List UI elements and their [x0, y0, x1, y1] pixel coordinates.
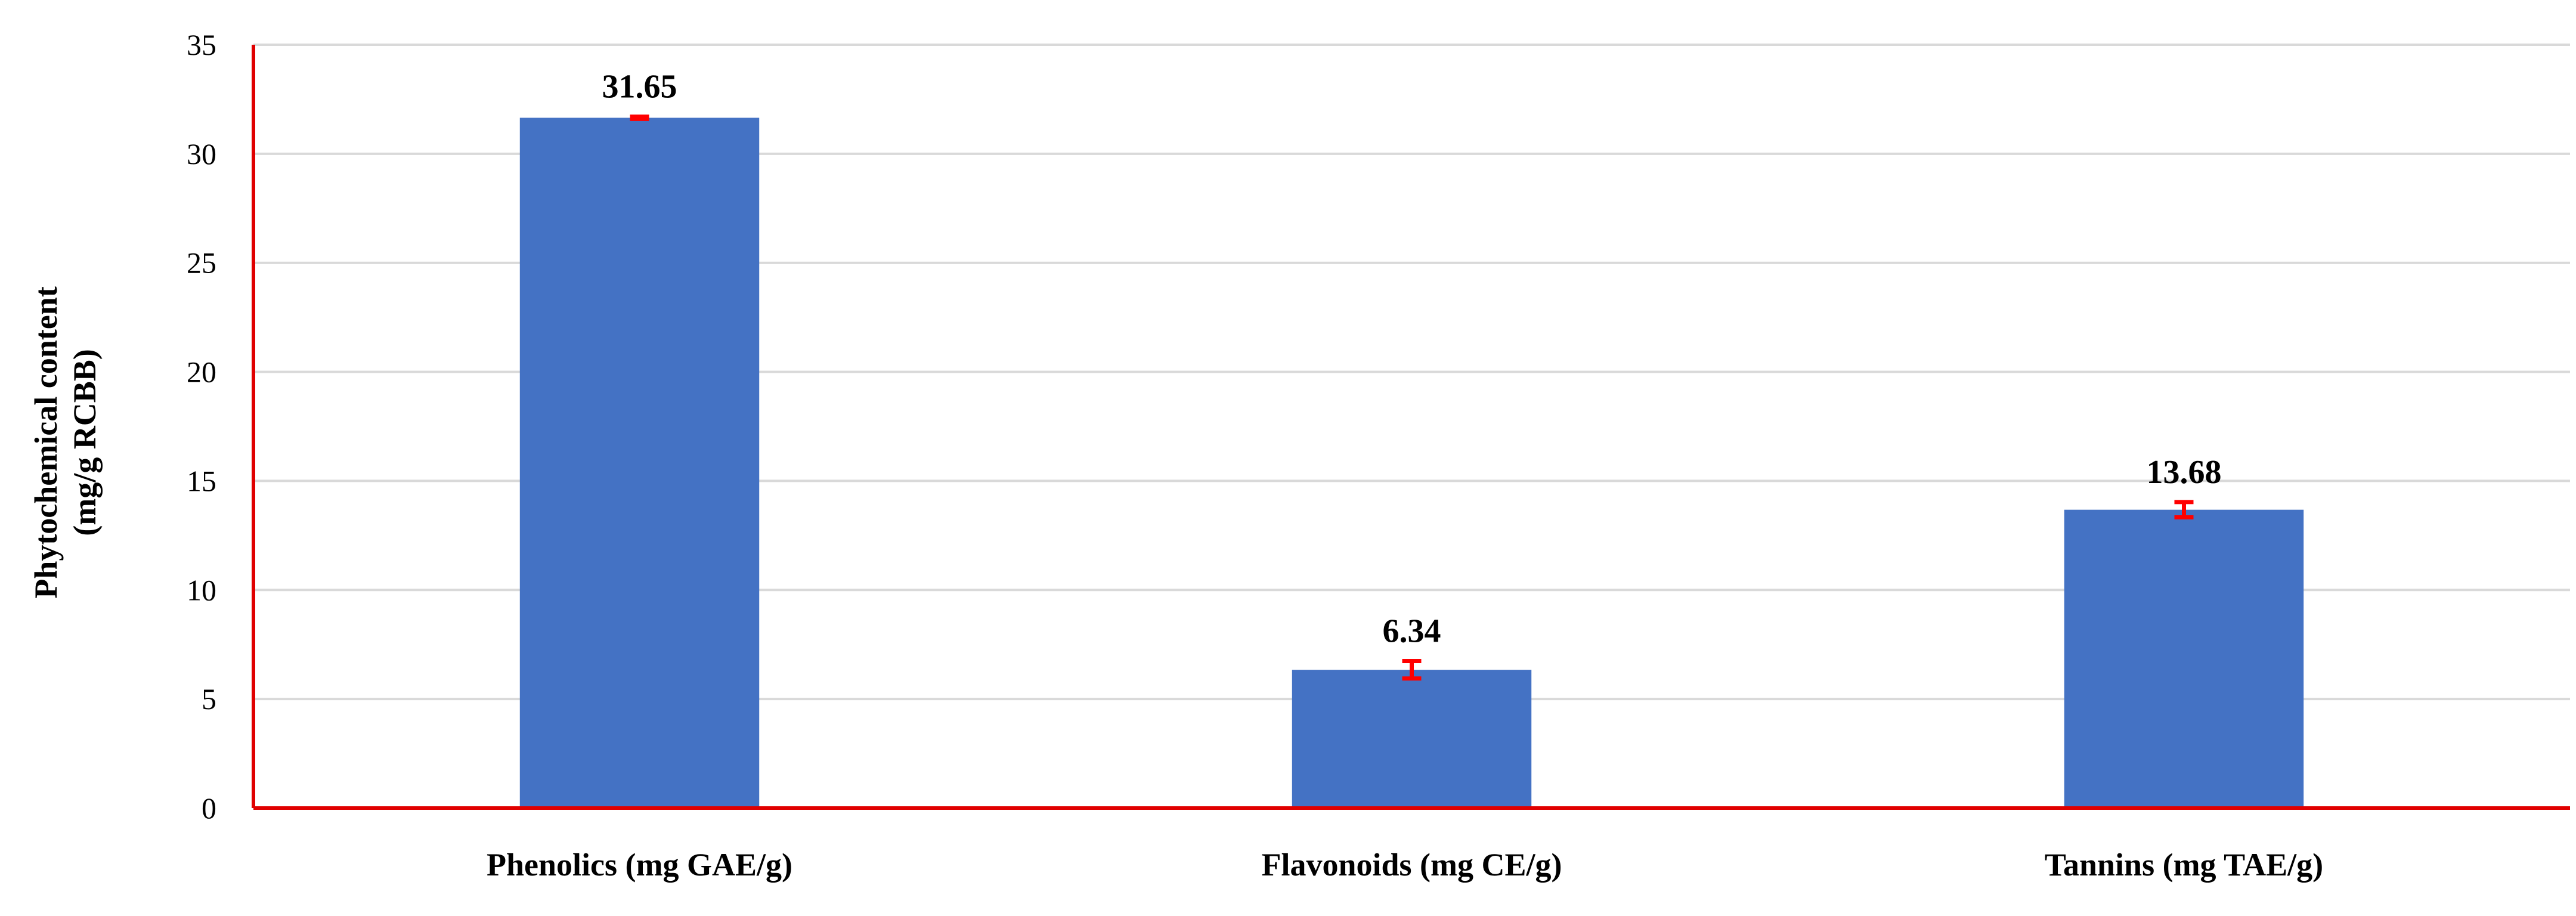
y-tick-labels: 0 5 10 15 20 25 30 35 — [187, 28, 216, 825]
axes — [252, 45, 2570, 810]
bar — [1292, 670, 1532, 808]
y-axis-title-line1: Phytochemical content — [28, 286, 64, 598]
y-tick-label: 5 — [202, 682, 216, 716]
x-tick-label: Phenolics (mg GAE/g) — [487, 847, 792, 883]
y-tick-label: 15 — [187, 464, 216, 497]
data-label: 13.68 — [2147, 454, 2222, 491]
bar — [519, 117, 760, 808]
data-label: 31.65 — [602, 69, 677, 106]
data-labels: 31.65 6.34 13.68 — [602, 69, 2222, 650]
y-tick-label: 35 — [187, 28, 216, 61]
bar — [2064, 509, 2304, 808]
y-tick-label: 30 — [187, 137, 216, 171]
y-tick-label: 25 — [187, 246, 216, 280]
error-bars — [630, 114, 2194, 681]
x-tick-labels: Phenolics (mg GAE/g) Flavonoids (mg CE/g)… — [487, 847, 2323, 883]
y-tick-label: 10 — [187, 573, 216, 606]
y-tick-label: 20 — [187, 355, 216, 389]
y-axis-title-line2: (mg/g RCBB) — [67, 349, 103, 536]
x-tick-label: Flavonoids (mg CE/g) — [1261, 847, 1562, 883]
data-label: 6.34 — [1383, 613, 1441, 650]
y-tick-label: 0 — [202, 791, 216, 825]
bars — [519, 117, 2304, 808]
x-tick-label: Tannins (mg TAE/g) — [2045, 847, 2323, 883]
